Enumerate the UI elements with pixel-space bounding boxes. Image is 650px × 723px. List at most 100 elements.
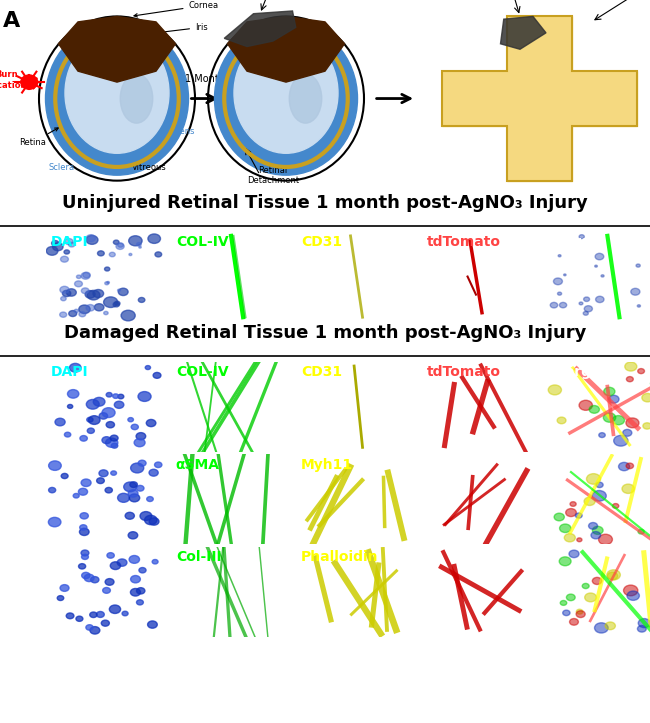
Circle shape xyxy=(105,578,114,586)
Circle shape xyxy=(636,264,640,268)
Circle shape xyxy=(131,576,140,583)
Circle shape xyxy=(107,281,109,283)
Circle shape xyxy=(136,432,146,440)
Text: Merge: Merge xyxy=(552,365,602,379)
Circle shape xyxy=(117,559,127,566)
Circle shape xyxy=(79,305,90,314)
Circle shape xyxy=(107,552,114,558)
Circle shape xyxy=(64,432,71,437)
Circle shape xyxy=(560,524,571,533)
Circle shape xyxy=(60,312,67,317)
Circle shape xyxy=(70,364,81,372)
Circle shape xyxy=(563,610,570,615)
Circle shape xyxy=(81,550,89,556)
Circle shape xyxy=(85,291,95,298)
Circle shape xyxy=(122,611,128,616)
Circle shape xyxy=(105,267,110,271)
Circle shape xyxy=(90,612,97,617)
Circle shape xyxy=(97,478,105,484)
Circle shape xyxy=(103,588,111,594)
Circle shape xyxy=(128,418,133,422)
Circle shape xyxy=(109,252,115,257)
Circle shape xyxy=(99,470,108,476)
Circle shape xyxy=(625,362,637,371)
Circle shape xyxy=(630,288,640,295)
Circle shape xyxy=(579,235,584,239)
Circle shape xyxy=(55,418,65,426)
Circle shape xyxy=(81,479,91,487)
Circle shape xyxy=(83,272,90,278)
Circle shape xyxy=(612,416,625,425)
Circle shape xyxy=(81,555,88,560)
Circle shape xyxy=(94,304,104,311)
Circle shape xyxy=(577,538,582,542)
Circle shape xyxy=(582,583,589,589)
Text: Retina: Retina xyxy=(20,128,58,147)
Circle shape xyxy=(113,302,120,307)
Circle shape xyxy=(566,594,575,601)
Circle shape xyxy=(129,253,132,256)
Circle shape xyxy=(111,443,118,448)
Circle shape xyxy=(560,302,567,308)
Circle shape xyxy=(642,393,650,402)
Circle shape xyxy=(584,306,592,312)
Circle shape xyxy=(564,274,566,275)
Circle shape xyxy=(129,494,140,502)
Circle shape xyxy=(114,401,124,408)
Circle shape xyxy=(579,401,592,411)
Circle shape xyxy=(136,600,144,605)
Circle shape xyxy=(111,562,121,570)
Ellipse shape xyxy=(214,22,358,175)
Circle shape xyxy=(86,235,96,241)
Text: CD31: CD31 xyxy=(301,365,343,379)
Circle shape xyxy=(124,482,136,492)
Circle shape xyxy=(79,564,86,569)
Circle shape xyxy=(612,503,619,508)
Circle shape xyxy=(152,560,158,564)
Ellipse shape xyxy=(39,17,195,181)
Circle shape xyxy=(138,392,151,401)
Circle shape xyxy=(109,605,121,614)
Circle shape xyxy=(49,461,61,471)
Circle shape xyxy=(129,555,140,563)
Circle shape xyxy=(560,601,567,605)
Text: Vitreous: Vitreous xyxy=(132,163,167,171)
Text: Phalloidin: Phalloidin xyxy=(301,550,379,564)
Circle shape xyxy=(86,400,99,409)
Text: CD31: CD31 xyxy=(301,235,343,249)
Circle shape xyxy=(49,487,56,493)
Circle shape xyxy=(599,534,612,544)
Circle shape xyxy=(48,518,61,527)
Circle shape xyxy=(564,534,575,542)
Circle shape xyxy=(558,254,561,257)
Text: Retinal
Detachment: Retinal Detachment xyxy=(247,166,299,185)
Text: Myh11: Myh11 xyxy=(301,458,354,471)
Circle shape xyxy=(589,406,599,414)
Circle shape xyxy=(131,589,140,596)
Circle shape xyxy=(148,621,157,628)
Circle shape xyxy=(145,366,151,369)
Circle shape xyxy=(87,428,94,433)
Circle shape xyxy=(79,312,86,317)
Circle shape xyxy=(90,576,99,583)
Text: Cornea: Cornea xyxy=(134,1,218,17)
Polygon shape xyxy=(442,17,637,181)
Circle shape xyxy=(81,273,90,279)
Circle shape xyxy=(62,291,71,296)
Circle shape xyxy=(595,253,604,260)
Circle shape xyxy=(608,395,619,403)
Circle shape xyxy=(101,620,109,626)
Circle shape xyxy=(73,494,79,498)
Circle shape xyxy=(144,515,157,525)
Circle shape xyxy=(104,312,108,315)
Circle shape xyxy=(588,523,597,529)
Circle shape xyxy=(566,508,577,516)
Circle shape xyxy=(575,513,582,518)
Circle shape xyxy=(605,622,616,630)
Circle shape xyxy=(125,513,135,519)
Text: E: E xyxy=(0,554,14,574)
Circle shape xyxy=(592,490,606,501)
Text: Location: Location xyxy=(0,80,27,90)
Text: COL-IV: COL-IV xyxy=(176,235,228,249)
Circle shape xyxy=(638,529,644,534)
